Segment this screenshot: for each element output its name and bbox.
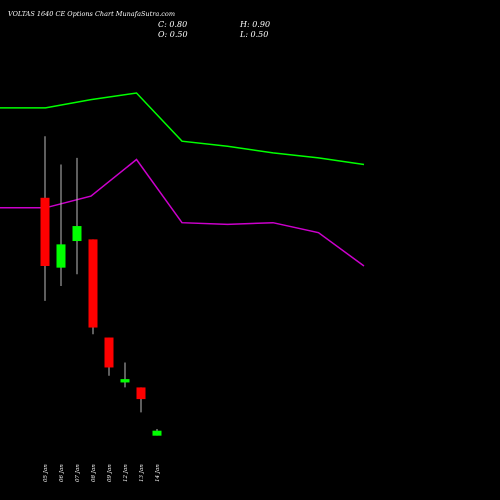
candle [40,136,50,301]
date-label: 05 Jan [43,464,49,482]
date-label: 13 Jan [139,464,145,482]
candle [152,429,162,436]
candle [104,337,114,376]
candle [56,164,66,286]
candle [136,387,146,413]
candle-body-up [120,379,130,383]
date-label: 12 Jan [123,464,129,482]
candle-body-down [104,337,114,368]
candle-body-up [72,226,82,242]
candle-body-down [136,387,146,400]
indicator-line-1 [0,92,365,166]
low-value: L: 0.50 [239,30,268,39]
candle-body-down [88,239,98,328]
candle [72,157,82,275]
high-value: H: 0.90 [239,20,270,29]
candle-body-up [56,244,66,268]
candle [120,362,130,388]
open-value: O: 0.50 [158,30,188,39]
chart-title: VOLTAS 1640 CE Options Chart MunafaSutra… [8,10,175,18]
date-label: 07 Jan [75,464,81,482]
date-label: 08 Jan [91,464,97,482]
candle-body-down [40,197,50,266]
date-label: 09 Jan [107,464,113,482]
candle-body-up [152,430,162,436]
date-axis: 05 Jan 06 Jan 07 Jan 08 Jan 09 Jan 12 Jan 13 J… [43,464,161,482]
candle [88,239,98,335]
close-value: C: 0.80 [158,20,187,29]
candles [40,136,162,436]
date-label: 14 Jan [155,464,161,482]
date-label: 06 Jan [59,464,65,482]
